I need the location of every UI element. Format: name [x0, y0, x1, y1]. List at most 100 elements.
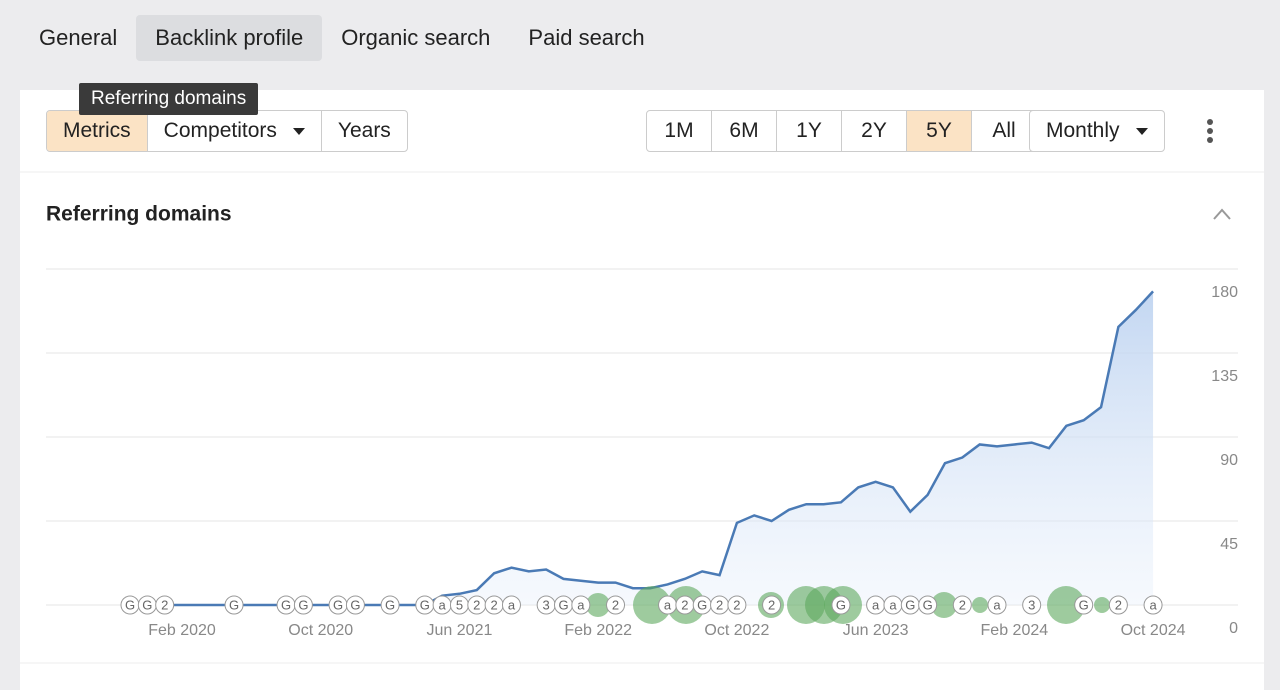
annotation-marker: [224, 595, 244, 615]
annotation-label: G: [385, 597, 395, 612]
annotation-label: 2: [733, 597, 740, 612]
annotation-marker: [501, 595, 521, 615]
more-menu[interactable]: [1207, 119, 1213, 143]
annotation-label: 3: [1028, 597, 1035, 612]
event-bubble: [1047, 586, 1085, 624]
x-tick-label: Feb 2022: [564, 622, 632, 639]
annotation-label: G: [697, 597, 707, 612]
annotation-label: a: [439, 597, 447, 612]
toolbar-button[interactable]: Competitors: [146, 111, 321, 151]
annotation-label: G: [281, 597, 291, 612]
label: 5Y: [926, 119, 952, 142]
range-button[interactable]: 6M: [711, 111, 776, 151]
annotation-label: G: [923, 597, 933, 612]
annotation-marker: [606, 595, 626, 615]
annotation-marker: [380, 595, 400, 615]
annotation-marker: [987, 595, 1007, 615]
y-tick-label: 0: [1229, 620, 1238, 637]
annotation-label: a: [664, 597, 672, 612]
annotation-label: G: [142, 597, 152, 612]
tabs: General Backlink profile Organic search Pai…: [20, 15, 664, 61]
annotation-label: G: [1079, 597, 1089, 612]
event-bubble: [1094, 597, 1110, 613]
tab[interactable]: Organic search: [322, 15, 509, 61]
annotation-label: 5: [456, 597, 463, 612]
tab[interactable]: Backlink profile: [136, 15, 323, 61]
annotation-marker: [345, 595, 365, 615]
annotation-label: 3: [543, 597, 550, 612]
range-button[interactable]: 2Y: [841, 111, 906, 151]
annotation-marker: [1108, 595, 1128, 615]
annotation-label: 2: [1115, 597, 1122, 612]
label: General: [39, 25, 118, 50]
annotation-marker: [1143, 595, 1163, 615]
range-button[interactable]: 5Y: [906, 111, 971, 151]
annotation-marker: [1074, 595, 1094, 615]
label: All: [992, 119, 1016, 142]
annotation-label: G: [125, 597, 135, 612]
interval-group: Monthly: [1029, 110, 1165, 152]
dropdown-caret: [292, 127, 305, 135]
x-tick-label: Feb 2024: [981, 622, 1049, 639]
range-button[interactable]: 1M: [647, 111, 711, 151]
range-button[interactable]: 1Y: [776, 111, 841, 151]
y-tick-label: 180: [1211, 284, 1238, 301]
annotation-label: G: [333, 597, 343, 612]
toolbar-button[interactable]: Years: [320, 111, 407, 151]
annotation-marker: [1022, 595, 1042, 615]
label: Competitors: [163, 119, 277, 142]
metric-group: Metrics Competitors Years: [46, 110, 408, 152]
label: 2Y: [861, 119, 887, 142]
toolbar-button[interactable]: Metrics: [47, 111, 147, 151]
label: Paid search: [528, 25, 645, 50]
annotation-marker: [952, 595, 972, 615]
tooltip: Referring domains: [79, 83, 259, 115]
annotation-label: a: [993, 597, 1001, 612]
annotation-label: 2: [473, 597, 480, 612]
annotation-label: 2: [959, 597, 966, 612]
chart-title: Referring domains: [46, 203, 232, 226]
annotation-marker: [727, 595, 747, 615]
annotation-label: G: [836, 597, 846, 612]
x-tick-label: Oct 2024: [1121, 622, 1186, 639]
collapse-icon[interactable]: [1213, 208, 1231, 220]
annotation-label: a: [889, 597, 897, 612]
tab[interactable]: Paid search: [509, 15, 663, 61]
interval-dropdown[interactable]: Monthly: [1030, 111, 1164, 151]
annotation-marker: [918, 595, 938, 615]
annotation-label: 2: [612, 597, 619, 612]
annotation-label: G: [905, 597, 915, 612]
x-tick-label: Oct 2022: [704, 622, 769, 639]
y-tick-label: 90: [1220, 452, 1238, 469]
annotation-marker: [571, 595, 591, 615]
annotation-label: G: [229, 597, 239, 612]
annotation-marker: [831, 595, 851, 615]
annotation-label: 2: [681, 597, 688, 612]
event-bubble: [633, 586, 671, 624]
annotation-marker: [293, 595, 313, 615]
annotation-label: 2: [716, 597, 723, 612]
tab[interactable]: General: [20, 15, 136, 61]
range-button[interactable]: All: [971, 111, 1036, 151]
annotation-marker: [155, 595, 175, 615]
annotation-label: G: [350, 597, 360, 612]
y-tick-label: 45: [1220, 536, 1238, 553]
label: 1Y: [796, 119, 822, 142]
label: Backlink profile: [155, 25, 304, 50]
label: 6M: [729, 119, 759, 142]
annotation-label: 2: [161, 597, 168, 612]
label: Organic search: [341, 25, 491, 50]
annotation-label: G: [558, 597, 568, 612]
annotation-label: G: [420, 597, 430, 612]
label: Metrics: [63, 119, 131, 142]
x-tick-label: Jun 2023: [843, 622, 909, 639]
annotation-marker: [762, 595, 782, 615]
dropdown-caret: [1135, 127, 1148, 135]
label: 1M: [664, 119, 694, 142]
area: [130, 291, 1154, 605]
annotation-label: a: [1149, 597, 1157, 612]
annotation-label: G: [298, 597, 308, 612]
label: Years: [337, 119, 391, 142]
